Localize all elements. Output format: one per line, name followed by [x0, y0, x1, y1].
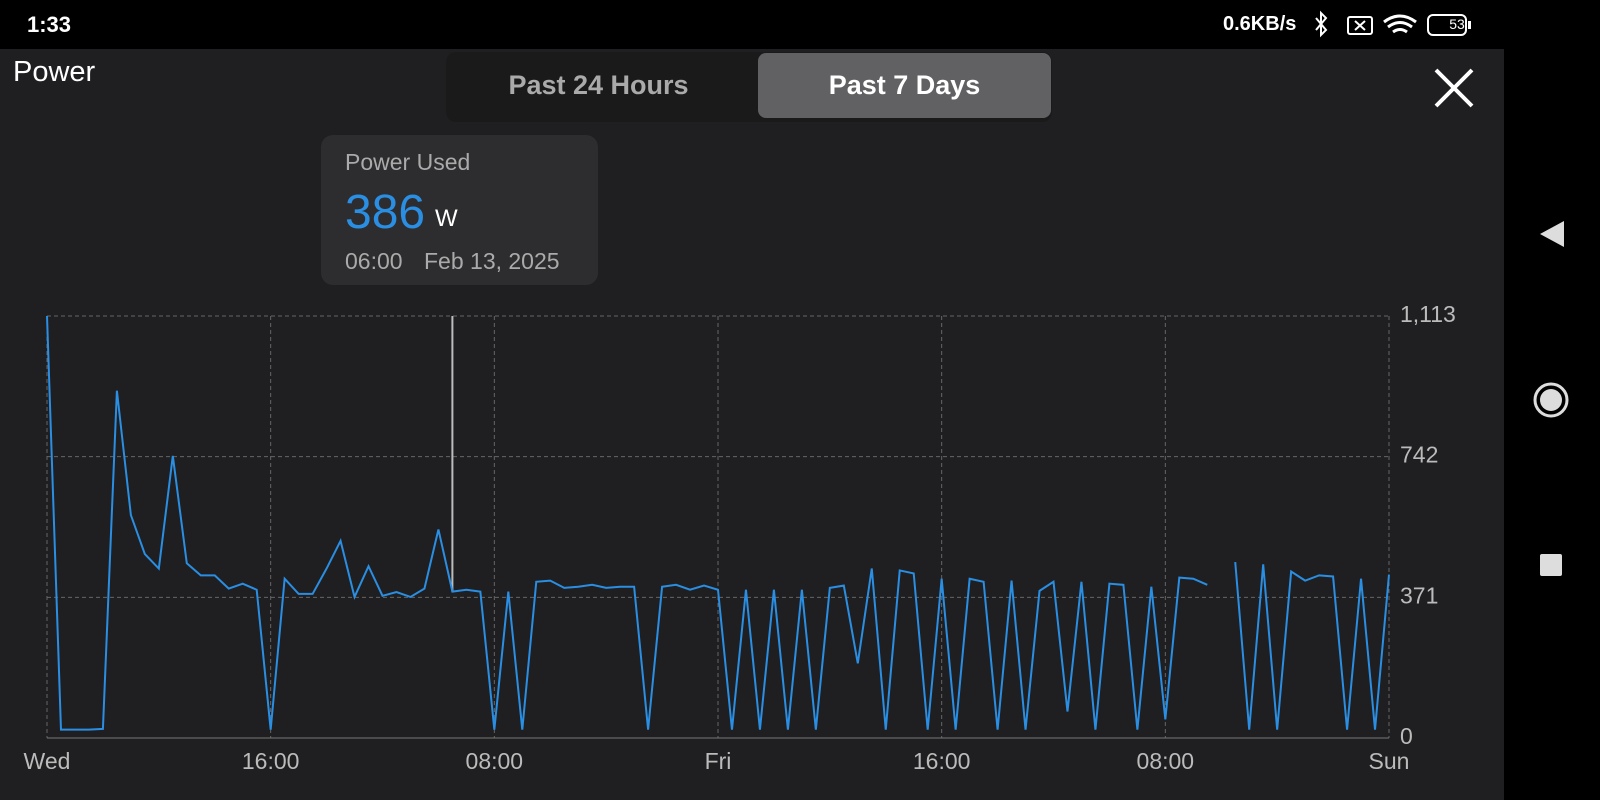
x-tick-label: 08:00 — [466, 748, 524, 774]
y-tick-label: 371 — [1400, 582, 1438, 608]
status-icons — [1315, 10, 1471, 38]
recents-button[interactable] — [1540, 554, 1562, 576]
tooltip: Power Used 386 W 06:00 Feb 13, 2025 — [321, 135, 598, 285]
x-tick-label: 08:00 — [1137, 748, 1195, 774]
tab-selected[interactable]: Past 7 Days — [758, 53, 1051, 118]
x-tick-label: Sun — [1369, 748, 1410, 774]
y-tick-label: 1,113 — [1400, 301, 1456, 327]
x-tick-label: Fri — [705, 748, 732, 774]
tooltip-unit: W — [435, 205, 458, 232]
data-line — [46, 315, 1390, 731]
time: 1:33 — [27, 12, 72, 37]
tab[interactable]: Past 24 Hours — [508, 70, 689, 100]
page-title: Power — [13, 56, 96, 88]
y-tick-label: 742 — [1400, 442, 1438, 468]
home-button[interactable] — [1533, 382, 1569, 418]
battery-level: 53 — [1449, 16, 1465, 32]
tooltip-label: Power Used — [345, 149, 471, 175]
back-button[interactable] — [1540, 221, 1564, 247]
status-bar: 1:33 0.6KB/s 53 — [0, 0, 1600, 49]
y-tick-label: 0 — [1400, 723, 1413, 749]
tooltip-time: 06:00 — [345, 248, 403, 274]
nav-icons — [1533, 221, 1569, 576]
close-button[interactable] — [1432, 66, 1476, 110]
nav-bar — [1504, 49, 1600, 800]
tooltip-date: Feb 13, 2025 — [424, 248, 560, 274]
chart: 0 371 742 1,113 Wed 16:00 08:00 Fri 16:00 08:00 Su… — [24, 301, 1456, 774]
tooltip-value: 386 — [345, 186, 426, 239]
x-tick-label: Wed — [24, 748, 71, 774]
x-tick-label: 16:00 — [913, 748, 971, 774]
net-speed: 0.6KB/s — [1223, 13, 1297, 35]
x-tick-label: 16:00 — [242, 748, 300, 774]
